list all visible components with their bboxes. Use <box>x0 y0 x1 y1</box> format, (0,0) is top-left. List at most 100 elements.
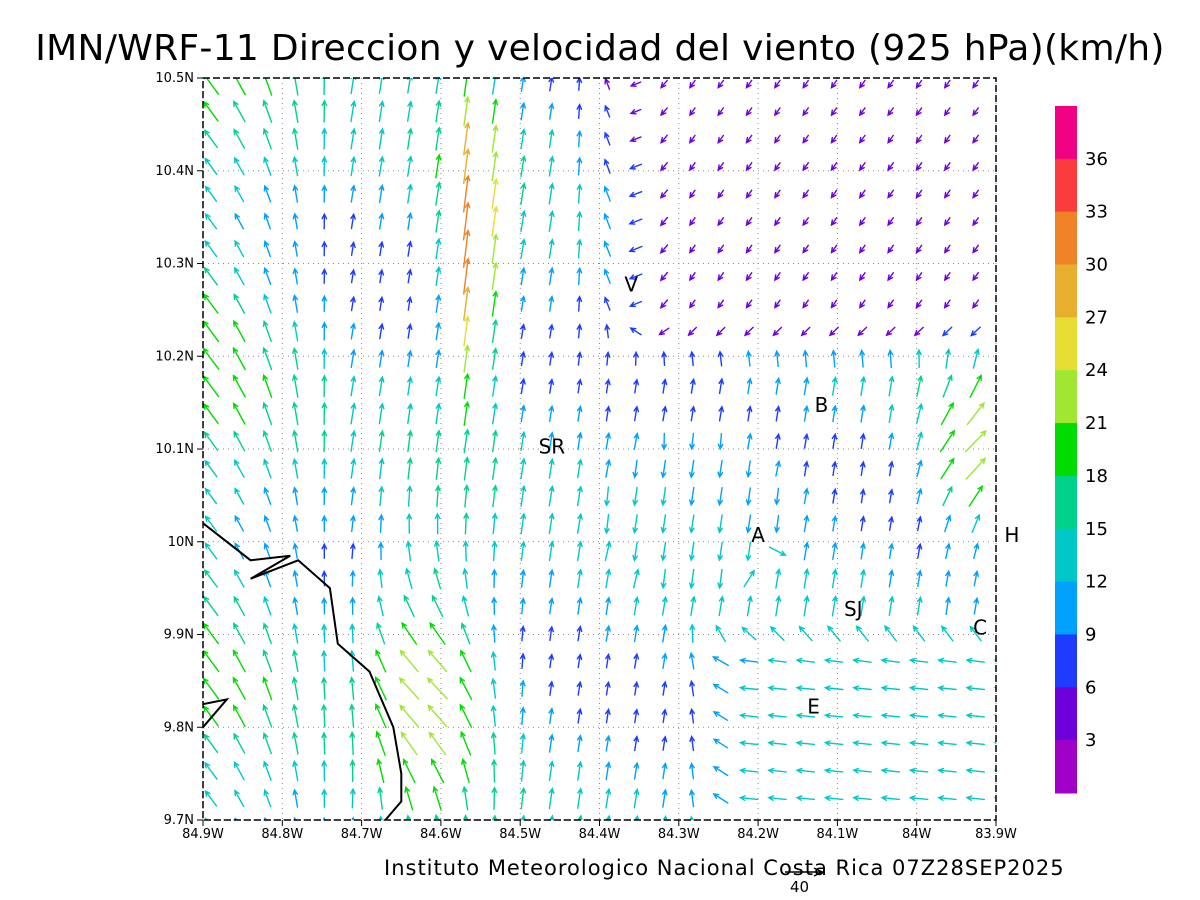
wind-vector <box>880 767 901 774</box>
wind-vector <box>916 515 923 532</box>
colorbar-label: 12 <box>1085 572 1108 593</box>
wind-vector <box>232 704 246 728</box>
wind-vector <box>548 431 555 451</box>
wind-vector <box>628 300 642 308</box>
wind-vector <box>888 375 895 397</box>
wind-vector <box>463 344 470 373</box>
wind-vector <box>548 182 555 205</box>
wind-vector <box>407 100 413 122</box>
wind-vector <box>548 733 555 753</box>
colorbar-swatch <box>1055 581 1077 635</box>
wind-vector <box>803 541 810 561</box>
wind-vector <box>633 624 640 643</box>
wind-vector <box>292 184 299 203</box>
wind-vector <box>234 568 245 588</box>
coastline-path <box>203 522 403 820</box>
wind-vector <box>604 131 611 146</box>
wind-vector <box>321 596 328 615</box>
wind-vector <box>603 158 611 174</box>
wind-vector <box>378 457 385 480</box>
wind-vector <box>887 299 894 309</box>
wind-vector <box>461 594 470 617</box>
wind-vector <box>321 127 328 150</box>
wind-vector <box>435 375 442 397</box>
wind-vector <box>858 107 866 117</box>
wind-vector <box>203 293 219 314</box>
wind-vector <box>965 767 985 774</box>
wind-vector <box>660 79 668 89</box>
wind-vector <box>772 326 783 337</box>
wind-vector <box>858 162 866 172</box>
wind-vector <box>262 622 272 645</box>
wind-vector <box>576 405 583 422</box>
wind-vector <box>795 685 816 691</box>
wind-vector <box>576 266 583 286</box>
wind-vector <box>880 740 901 746</box>
wind-vector <box>773 162 781 172</box>
wind-vector <box>434 512 441 535</box>
wind-vector <box>321 155 328 177</box>
wind-vector <box>406 240 413 257</box>
wind-vector <box>576 323 583 339</box>
wind-vector <box>405 814 412 820</box>
wind-vector <box>628 218 643 225</box>
wind-vector <box>915 107 923 117</box>
wind-vector <box>860 432 866 450</box>
colorbar-swatch <box>1055 106 1077 160</box>
wind-vector <box>491 290 499 317</box>
wind-vector <box>204 817 210 820</box>
credit-line: Instituto Meteorologico Nacional Costa R… <box>384 856 1065 880</box>
wind-vector <box>916 487 923 505</box>
wind-vector <box>887 272 894 282</box>
wind-vector <box>717 162 725 172</box>
wind-vector <box>769 625 785 641</box>
wind-vector <box>378 268 385 284</box>
wind-vector <box>233 430 246 452</box>
wind-vector <box>803 460 809 477</box>
colorbar-label: 21 <box>1085 413 1108 434</box>
wind-vector <box>292 401 299 426</box>
wind-vector <box>577 787 583 809</box>
wind-vector <box>689 679 695 697</box>
wind-vector <box>688 162 696 172</box>
wind-vector <box>800 326 811 337</box>
wind-vector <box>852 767 872 774</box>
wind-vector <box>463 257 471 295</box>
wind-vector <box>661 350 667 367</box>
wind-vector <box>548 209 555 232</box>
wind-vector <box>717 487 723 507</box>
wind-vector <box>830 134 838 144</box>
wind-vector <box>491 233 499 264</box>
wind-vector <box>745 514 752 534</box>
wind-vector <box>491 150 499 182</box>
wind-vector <box>830 272 838 282</box>
wind-vector <box>831 594 838 617</box>
wind-vector <box>576 351 583 366</box>
wind-vector <box>604 513 610 535</box>
wind-vector <box>943 107 951 117</box>
wind-vector <box>203 677 220 700</box>
wind-vector <box>887 134 894 144</box>
wind-vector <box>802 189 809 199</box>
y-axis: 10.5N 10.4N 10.3N 10.2N 10.1N 10N 9.9N 9.8N 9.7N <box>155 71 203 828</box>
place-label: H <box>1004 523 1019 547</box>
wind-vector <box>1001 376 1009 397</box>
coastline-path <box>203 697 230 728</box>
wind-vector <box>520 430 527 451</box>
wind-vector <box>999 459 1009 479</box>
wind-vector <box>660 486 667 507</box>
x-tick-label: 84.4W <box>579 827 621 842</box>
wind-vector <box>520 377 526 395</box>
wind-vector <box>802 349 809 368</box>
wind-vector <box>233 595 245 616</box>
wind-vector <box>292 788 299 808</box>
wind-vector <box>204 487 218 505</box>
wind-vector <box>745 107 753 117</box>
wind-vector <box>972 189 979 199</box>
colorbar-swatch <box>1055 687 1077 741</box>
wind-vector <box>350 212 356 230</box>
wind-vector <box>661 405 668 422</box>
wind-vector <box>880 685 901 691</box>
wind-vector <box>661 595 668 616</box>
wind-vector <box>993 769 996 772</box>
